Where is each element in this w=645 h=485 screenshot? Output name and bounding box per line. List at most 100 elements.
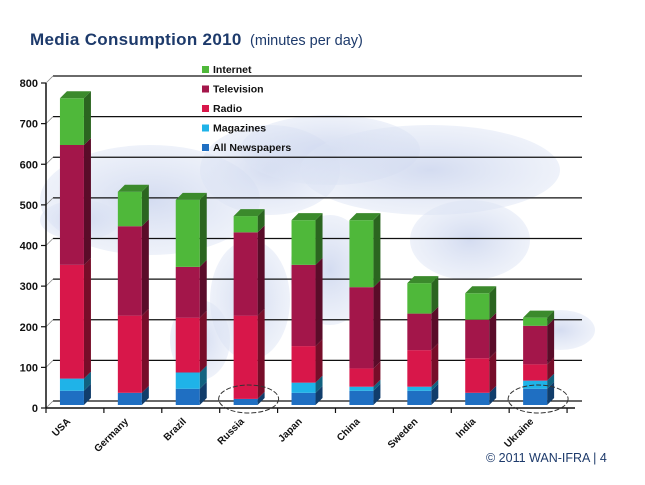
grid-depth-line (45, 116, 54, 124)
legend-label-all-newspapers: All Newspapers (213, 142, 291, 154)
bar-magazines (175, 372, 200, 389)
x-tick-label: Brazil (162, 416, 189, 443)
x-tick-label: Russia (216, 416, 247, 447)
bar-television (523, 325, 548, 365)
bar-television (175, 266, 200, 318)
x-axis: USA Germany Brazil Russia Japan China Sweden In… (45, 407, 575, 455)
bar-television-side (489, 312, 497, 359)
map-landmass (300, 125, 560, 215)
bar-radio-side (257, 308, 265, 399)
copyright-footer: © 2011 WAN-IFRA | 4 (486, 451, 607, 465)
bar-internet-top (349, 213, 381, 221)
bar-stack-russia (233, 209, 265, 405)
bar-internet-side (431, 276, 439, 314)
bar-stack-germany (117, 184, 149, 405)
bar-magazines (349, 386, 374, 391)
bar-television (233, 232, 258, 316)
highlight-ellipses (218, 384, 569, 414)
legend-label-radio: Radio (213, 103, 242, 115)
bar-magazines-side (315, 375, 323, 393)
bar-radio-side (83, 257, 91, 379)
bar-magazines-side (431, 379, 439, 391)
bar-television (465, 319, 490, 359)
bar-internet (59, 98, 84, 145)
bar-television-side (373, 280, 381, 369)
x-tick-label: Ukraine (503, 416, 537, 450)
bar-internet-side (489, 286, 497, 320)
bar-television-side (315, 257, 323, 347)
bar-radio-side (199, 310, 207, 373)
bar-internet-side (315, 213, 323, 265)
bar-all-newspapers-side (489, 385, 497, 405)
y-tick-label: 100 (20, 362, 38, 374)
bar-radio-side (373, 361, 381, 387)
bar-internet-top (291, 213, 323, 221)
legend-swatch-radio (202, 105, 209, 112)
bar-television (291, 264, 316, 347)
bar-stack-brazil (175, 192, 207, 405)
bar-all-newspapers-side (315, 385, 323, 405)
bar-internet (523, 317, 548, 326)
bar-television-side (83, 138, 91, 265)
bar-radio-side (547, 357, 555, 381)
grid-depth-line (45, 278, 54, 287)
grid-depth-line (45, 238, 54, 246)
bar-television-side (431, 306, 439, 351)
bars (59, 91, 555, 405)
x-tick-label: Germany (93, 416, 132, 455)
bar-all-newspapers (349, 390, 374, 405)
bar-magazines-side (199, 365, 207, 389)
y-tick-label: 200 (20, 322, 38, 334)
bar-stack-ukraine (523, 310, 555, 405)
bar-internet (291, 220, 316, 265)
bar-all-newspapers-side (257, 391, 265, 405)
bar-internet-top (59, 91, 91, 99)
grid-depth-line (45, 400, 54, 409)
bar-internet-top (233, 209, 265, 217)
bar-all-newspapers (407, 390, 432, 405)
bar-stack-india (465, 286, 497, 405)
grid-depth-line (45, 197, 54, 206)
bar-stack-japan (291, 213, 323, 405)
y-tick-label: 600 (20, 159, 38, 171)
bar-all-newspapers (465, 392, 490, 405)
bar-radio (349, 368, 374, 387)
y-axis: 0 100 200 300 400 500 600 700 800 (20, 78, 47, 415)
bar-stack-sweden (407, 276, 439, 405)
bar-radio (117, 315, 142, 393)
x-tick-label: USA (50, 416, 73, 439)
y-tick-label: 0 (32, 403, 38, 415)
bar-magazines (407, 386, 432, 391)
bar-internet-top (523, 310, 555, 318)
bar-all-newspapers-side (373, 383, 381, 405)
bar-all-newspapers (175, 388, 200, 405)
x-tick-label: Japan (276, 416, 304, 444)
bar-magazines (291, 382, 316, 393)
bar-magazines-side (83, 371, 91, 391)
bar-all-newspapers-side (83, 383, 91, 405)
bar-radio-side (141, 308, 149, 393)
bar-internet (117, 191, 142, 227)
grid-depth-line (45, 360, 54, 368)
chart-title: Media Consumption 2010 (minutes per day) (30, 30, 363, 50)
chart-title-subtitle: (minutes per day) (250, 33, 363, 49)
bar-internet (465, 293, 490, 320)
x-tick-label: Sweden (386, 416, 421, 451)
y-tick-label: 400 (20, 241, 38, 253)
y-tick-label: 700 (20, 119, 38, 131)
legend-label-magazines: Magazines (213, 123, 266, 135)
chart-title-main: Media Consumption 2010 (30, 30, 242, 49)
bar-all-newspapers (233, 398, 258, 405)
legend: Internet Television Radio Magazines All News… (202, 64, 291, 154)
bar-internet-top (175, 192, 207, 200)
grid-depth-line (45, 75, 54, 84)
bar-internet-side (141, 184, 149, 227)
highlight-ellipse-russia (218, 384, 280, 414)
bar-all-newspapers (523, 388, 548, 405)
bar-television (59, 145, 84, 265)
bar-stack-usa (59, 91, 91, 405)
bar-magazines-side (547, 373, 555, 389)
y-tick-label: 300 (20, 281, 38, 293)
bar-television (349, 287, 374, 369)
legend-label-television: Television (213, 84, 264, 96)
